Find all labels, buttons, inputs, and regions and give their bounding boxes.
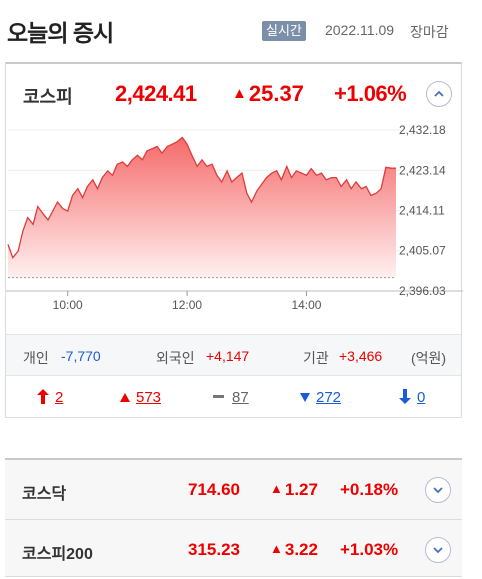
y-tick-label: 2,405.07 [399, 244, 446, 258]
triangle-down-icon [300, 393, 310, 402]
index-name[interactable]: 코스피 [23, 87, 73, 107]
arrow-down-icon [399, 389, 411, 404]
x-tick-label: 12:00 [172, 298, 202, 312]
x-tick-label: 14:00 [291, 298, 321, 312]
investor-flow: 개인 -7,770 외국인 +4,147 기관 +3,466 (억원) [6, 334, 461, 376]
chevron-down-glyph [433, 487, 443, 494]
fall-count[interactable]: 272 [300, 389, 341, 406]
y-tick-label: 2,414.11 [399, 203, 445, 217]
chevron-down-icon[interactable] [425, 537, 451, 563]
y-tick-label: 2,423.14 [399, 163, 446, 177]
sub-index-rate: +0.18% [340, 480, 399, 499]
institution-value: +3,466 [339, 348, 383, 364]
individual-value: -7,770 [61, 348, 101, 364]
index-change-value: 25.37 [248, 81, 304, 106]
sub-index-list: 코스닥 714.60 ▲ 1.27 +0.18% 코스피200 315.23 ▲ 3… [5, 458, 462, 577]
flat-count[interactable]: 87 [213, 389, 249, 406]
page-title: 오늘의 증시 [7, 20, 114, 46]
chevron-up-glyph [434, 90, 444, 97]
sub-index-rate: +1.03% [340, 540, 399, 559]
price-area [8, 137, 396, 278]
x-tick-label: 10:00 [53, 298, 83, 312]
foreign-value: +4,147 [206, 348, 250, 364]
price-line [7, 136, 396, 260]
market-header: 오늘의 증시 실시간 2022.11.09 장마감 [0, 0, 482, 62]
kospi-card: 코스피 2,424.41 ▲25.37 +1.06% 2,432.18 2,423… [5, 62, 463, 419]
x-axis-ticks: 10:00 12:00 14:00 [53, 291, 322, 312]
index-value: 2,424.41 [115, 81, 197, 106]
dash-icon [213, 395, 224, 398]
y-axis-ticks: 2,432.18 2,423.14 2,414.11 2,405.07 2,396.03 [399, 123, 446, 298]
session-status: 장마감 [410, 24, 449, 40]
arrow-up-icon [37, 389, 49, 404]
sub-index-value: 714.60 [188, 480, 240, 499]
lower-limit-count[interactable]: 0 [399, 389, 425, 406]
up-triangle-icon: ▲ [270, 481, 283, 496]
kospi200-row[interactable]: 코스피200 315.23 ▲ 3.22 +1.03% [5, 519, 462, 577]
upper-limit-count[interactable]: 2 [37, 389, 63, 406]
chevron-down-glyph [433, 547, 443, 554]
sub-index-change: ▲ 1.27 [270, 480, 318, 499]
institution-label: 기관 [303, 350, 329, 366]
chevron-up-icon[interactable] [426, 81, 452, 107]
sub-index-name[interactable]: 코스닥 [22, 486, 67, 503]
chevron-down-icon[interactable] [425, 477, 451, 503]
index-change-rate: +1.06% [334, 81, 407, 106]
up-triangle-icon: ▲ [270, 541, 283, 556]
individual-label: 개인 [23, 350, 49, 366]
foreign-label: 외국인 [156, 350, 195, 366]
up-triangle-icon: ▲ [232, 85, 247, 102]
unit-label: (억원) [411, 350, 447, 366]
market-date: 2022.11.09 [325, 22, 395, 38]
kospi-summary[interactable]: 코스피 2,424.41 ▲25.37 +1.06% [6, 64, 461, 122]
live-badge: 실시간 [262, 21, 306, 41]
kosdaq-row[interactable]: 코스닥 714.60 ▲ 1.27 +0.18% [5, 460, 462, 518]
sub-index-change: ▲ 3.22 [270, 540, 318, 559]
kospi-intraday-chart: 2,432.18 2,423.14 2,414.11 2,405.07 2,396.03… [6, 123, 463, 312]
y-tick-label: 2,432.18 [399, 123, 446, 137]
rise-count[interactable]: 573 [120, 389, 161, 406]
sub-index-value: 315.23 [188, 540, 240, 559]
index-change: ▲25.37 [232, 81, 304, 107]
sub-index-name[interactable]: 코스피200 [22, 546, 93, 563]
y-tick-label: 2,396.03 [399, 284, 446, 298]
triangle-up-icon [120, 393, 130, 402]
market-breadth: 2 573 87 272 0 [6, 377, 461, 419]
